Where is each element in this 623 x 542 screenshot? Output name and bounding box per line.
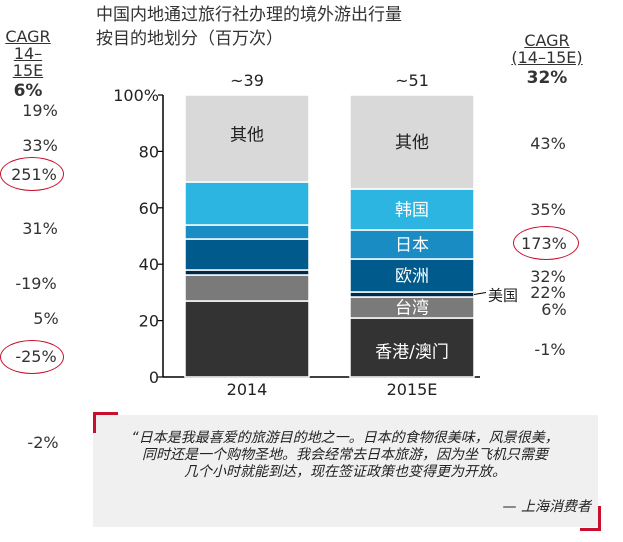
bar-segment <box>184 94 310 183</box>
right-cagr-header: CAGR (14–15E) 32% <box>505 32 589 87</box>
right-cagr-value: -1% <box>534 340 566 359</box>
right-cagr-period: (14–15E) <box>511 48 583 67</box>
quote-source: — 上海消费者 <box>502 499 591 515</box>
y-tick-label: 100% <box>113 86 159 105</box>
callout-label: 美国 <box>488 287 518 305</box>
bar-segment <box>349 94 475 190</box>
right-cagr-label: CAGR <box>524 31 570 50</box>
quote-line-2: 同时还是一个购物圣地。我会经常去日本旅游，因为坐飞机只需要 <box>142 447 548 463</box>
segment-label: 其他 <box>395 133 429 153</box>
left-cagr-label: CAGR <box>5 27 51 46</box>
left-cagr-period: 14–15E <box>12 44 44 80</box>
bar-segment <box>184 181 310 226</box>
y-tick-label: 80 <box>139 142 159 161</box>
segment-label: 韩国 <box>395 201 429 221</box>
y-tick-label: 20 <box>139 312 159 331</box>
bar-segment <box>184 238 310 271</box>
right-cagr-value: 32% <box>530 267 566 286</box>
bar-segment <box>349 258 475 293</box>
title-line-2: 按目的地划分（百万次） <box>96 29 283 49</box>
bar-total-label: ~39 <box>230 71 264 90</box>
bar-segment <box>349 188 475 231</box>
stacked-bar-chart: 0 20 40 60 80 100% 2014 ~39 其他 2015E ~51 其他韩国日本欧洲台湾… <box>113 71 518 399</box>
callout-line <box>473 292 487 295</box>
segment-label: 日本 <box>395 236 429 256</box>
bar-segment <box>184 300 310 378</box>
segment-label: 欧洲 <box>395 267 429 287</box>
y-tick-label: 40 <box>139 255 159 274</box>
quote-corner-bottom-right <box>580 506 601 531</box>
right-cagr-value: 43% <box>530 134 566 153</box>
segment-label: 台湾 <box>395 299 429 319</box>
right-cagr-value: 22% <box>530 283 566 302</box>
left-cagr-value: 33% <box>22 136 58 155</box>
left-cagr-value: 31% <box>22 219 58 238</box>
quote-text: “日本是我最喜爱的旅游目的地之一。日本的食物很美味，风景很美， 同时还是一个购物… <box>96 430 594 481</box>
segment-label: 香港/澳门 <box>375 343 449 363</box>
left-cagr-value: -2% <box>27 433 59 452</box>
bar-segment <box>349 229 475 260</box>
quote-corner-top-left <box>93 412 118 433</box>
y-tick-label: 0 <box>149 368 159 387</box>
y-tick-label: 60 <box>139 199 159 218</box>
quote-box <box>93 415 598 527</box>
segment-label: 其他 <box>230 126 264 146</box>
bar-total-label: ~51 <box>395 71 429 90</box>
x-tick-label: 2014 <box>227 380 268 399</box>
left-cagr-value: -19% <box>15 274 57 293</box>
title-line-1: 中国内地通过旅行社办理的境外游出行量 <box>96 5 402 25</box>
highlight-circle <box>0 157 64 191</box>
right-cagr-total: 32% <box>526 68 568 88</box>
right-cagr-value: 35% <box>530 200 566 219</box>
right-cagr-value: 6% <box>541 300 567 319</box>
left-cagr-header: CAGR 14–15E 6% <box>2 28 54 100</box>
highlight-circle <box>0 340 64 374</box>
bar-segment <box>184 274 310 302</box>
bar-segment <box>184 224 310 240</box>
left-cagr-total: 6% <box>13 81 43 101</box>
quote-line-3: 几个小时就能到达，现在签证政策也变得更为开放。 <box>184 464 506 480</box>
highlight-circle <box>513 226 579 260</box>
left-cagr-value: 19% <box>22 101 58 120</box>
x-tick-label: 2015E <box>387 380 438 399</box>
chart-title: 中国内地通过旅行社办理的境外游出行量 按目的地划分（百万次） <box>96 3 402 51</box>
left-cagr-value: 5% <box>33 309 59 328</box>
quote-line-1: “日本是我最喜爱的旅游目的地之一。日本的食物很美味，风景很美， <box>131 430 559 446</box>
